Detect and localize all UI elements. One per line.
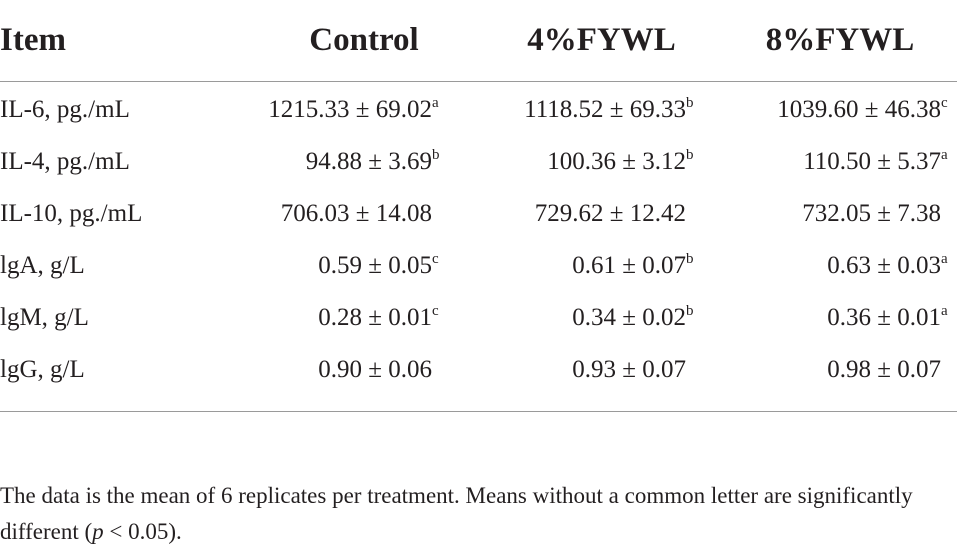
table-row: IL-6, pg./mL 1215.33 ± 69.02a 1118.52 ± 69… [0,82,957,137]
cell-8pct-fywl: 732.05 ± 7.38 [723,188,957,240]
cell-4pct-fywl: 729.62 ± 12.42 [480,188,723,240]
table-row: lgG, g/L 0.90 ± 0.06 0.93 ± 0.07 0.98 ± 0.0… [0,344,957,396]
footnote-p-symbol: p [92,519,104,544]
cell-item: lgG, g/L [0,356,85,383]
table-row: IL-4, pg./mL 94.88 ± 3.69b 100.36 ± 3.12b 1… [0,136,957,188]
header-4pct-fywl: 4%FYWL [480,0,723,82]
cell-4pct-fywl: 0.93 ± 0.07 [480,344,723,396]
cell-value: 1039.60 ± 46.38 [777,96,941,123]
cell-value: 706.03 ± 14.08 [280,200,432,227]
header-control: Control [248,0,480,82]
cell-item: IL-6, pg./mL [0,96,130,123]
header-8pct-fywl: 8%FYWL [723,0,957,82]
cell-4pct-fywl: 100.36 ± 3.12b [547,147,694,176]
cell-item: IL-4, pg./mL [0,148,130,175]
header-item: Item [0,0,248,82]
cell-8pct-fywl: 1039.60 ± 46.38c [777,95,948,124]
cell-value: 1118.52 ± 69.33 [524,96,686,123]
cell-8pct-fywl: 0.36 ± 0.01a [827,303,948,332]
cell-value: 0.93 ± 0.07 [572,356,686,383]
cell-value: 729.62 ± 12.42 [534,200,686,227]
cell-value: 0.36 ± 0.01 [827,304,941,331]
footnote-text: The data is the mean of 6 replicates per… [0,483,913,544]
results-table: Item Control 4%FYWL 8%FYWL IL-6, pg./mL 1… [0,0,957,397]
table-row: lgA, g/L 0.59 ± 0.05c 0.61 ± 0.07b 0.63 ± 0… [0,240,957,292]
cell-value: 0.61 ± 0.07 [572,252,686,279]
cell-control: 706.03 ± 14.08 [248,188,480,240]
cell-4pct-fywl: 1118.52 ± 69.33b [524,95,694,124]
footnote-threshold: < 0.05). [103,519,182,544]
table-row: IL-10, pg./mL 706.03 ± 14.08 729.62 ± 12.4… [0,188,957,240]
table-body: IL-6, pg./mL 1215.33 ± 69.02a 1118.52 ± 69… [0,82,957,397]
cell-4pct-fywl: 0.61 ± 0.07b [572,251,694,280]
cell-control: 0.90 ± 0.06 [248,344,480,396]
cell-value: 110.50 ± 5.37 [803,148,941,175]
cell-8pct-fywl: 0.98 ± 0.07 [723,344,957,396]
cell-control: 1215.33 ± 69.02a [268,95,439,124]
cell-8pct-fywl: 110.50 ± 5.37a [803,147,948,176]
cell-item: lgM, g/L [0,304,89,331]
cell-value: 0.59 ± 0.05 [318,252,432,279]
cell-control: 0.59 ± 0.05c [318,251,439,280]
table-bottom-rule [0,411,957,412]
cell-value: 100.36 ± 3.12 [547,148,686,175]
cell-value: 732.05 ± 7.38 [802,200,941,227]
cell-control: 0.28 ± 0.01c [318,303,439,332]
cell-value: 0.28 ± 0.01 [318,304,432,331]
cell-item: lgA, g/L [0,252,85,279]
cell-control: 94.88 ± 3.69b [305,147,440,176]
cell-value: 0.90 ± 0.06 [318,356,432,383]
table-row: lgM, g/L 0.28 ± 0.01c 0.34 ± 0.02b 0.36 ± 0… [0,292,957,344]
cell-value: 0.34 ± 0.02 [572,304,686,331]
cell-4pct-fywl: 0.34 ± 0.02b [572,303,694,332]
cell-value: 0.63 ± 0.03 [827,252,941,279]
cell-item: IL-10, pg./mL [0,200,143,227]
header-row: Item Control 4%FYWL 8%FYWL [0,0,957,82]
table-footnote: The data is the mean of 6 replicates per… [0,478,950,550]
cell-value: 94.88 ± 3.69 [305,148,432,175]
cell-value: 0.98 ± 0.07 [827,356,941,383]
cell-value: 1215.33 ± 69.02 [268,96,432,123]
cell-8pct-fywl: 0.63 ± 0.03a [827,251,948,280]
